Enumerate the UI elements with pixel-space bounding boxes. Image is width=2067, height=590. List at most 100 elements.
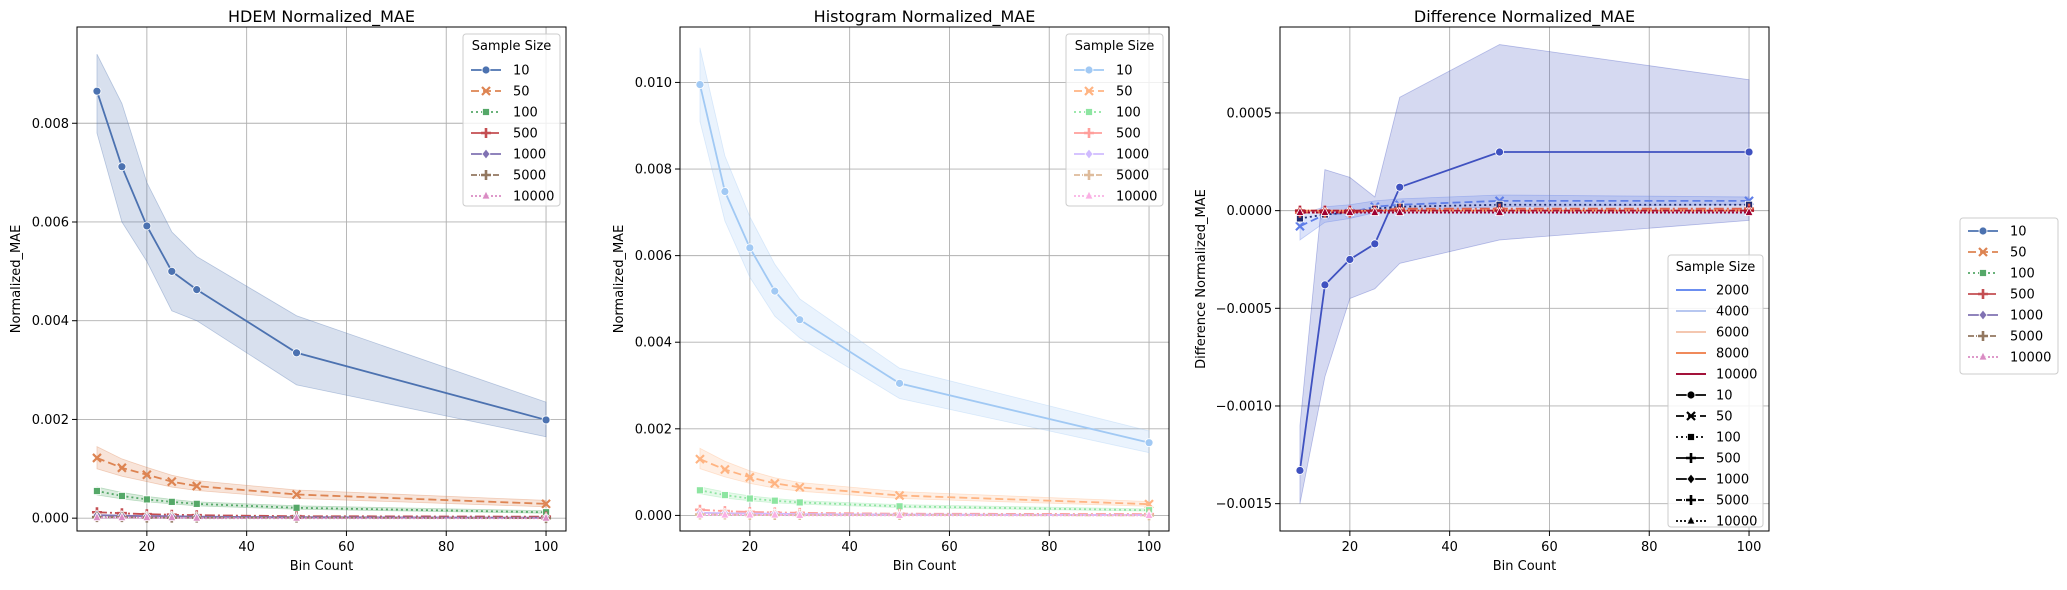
data-point — [1370, 239, 1380, 249]
outer-legend-marker — [1978, 331, 1988, 341]
data-point — [541, 499, 551, 509]
y-tick-label: 0.008 — [32, 117, 69, 132]
legend-marker — [481, 65, 491, 75]
y-tick-label: 0.004 — [32, 314, 69, 329]
confidence-band-10 — [1299, 44, 1750, 504]
legend-label-5000: 5000 — [1116, 169, 1149, 184]
x-tick-label: 80 — [1641, 540, 1658, 555]
outer-legend-label-10: 10 — [2010, 225, 2027, 240]
x-tick-label: 60 — [941, 540, 958, 555]
data-point — [695, 80, 705, 89]
data-point — [720, 509, 730, 519]
data-point — [770, 286, 780, 296]
legend-title: Sample Size — [1676, 260, 1756, 275]
legend-marker — [1084, 170, 1094, 180]
legend-marker — [481, 190, 491, 200]
axes-frame — [679, 26, 1170, 532]
x-tick-label: 40 — [841, 540, 858, 555]
data-point — [142, 221, 152, 231]
chart-title: Difference Normalized_MAE — [1414, 7, 1635, 27]
legend-marker — [1686, 515, 1696, 525]
data-point — [117, 511, 127, 522]
legend-label-50: 50 — [1116, 85, 1133, 100]
legend-frame — [1065, 33, 1164, 207]
data-point — [720, 464, 730, 475]
data-point — [1144, 509, 1154, 519]
legend-marker — [1686, 473, 1696, 485]
data-point — [696, 486, 704, 495]
legend-marker — [1084, 128, 1094, 138]
legend-marker — [1686, 495, 1696, 505]
x-tick-label: 100 — [534, 540, 559, 555]
legend-frame — [462, 33, 561, 207]
legend-marker — [481, 148, 491, 160]
data-point — [1395, 182, 1405, 192]
outer-legend-label-5000: 5000 — [2010, 330, 2043, 345]
y-tick-label: 0.0000 — [1227, 204, 1273, 219]
data-point — [1495, 147, 1504, 157]
legend-marker — [1686, 390, 1696, 400]
legend-label-10000: 10000 — [513, 190, 554, 205]
data-point — [93, 487, 101, 495]
data-point — [291, 489, 302, 500]
legend-label-10: 10 — [1116, 64, 1133, 79]
legend-label-style-5000: 5000 — [1716, 494, 1749, 509]
y-tick-label: 0.006 — [635, 249, 672, 264]
x-axis-label: Bin Count — [1493, 559, 1557, 574]
outer-legend-label-50: 50 — [2010, 246, 2027, 261]
data-point — [292, 503, 301, 512]
data-point — [770, 496, 779, 505]
data-point — [795, 498, 804, 507]
data-point — [191, 481, 202, 491]
y-axis-label: Normalized_MAE — [9, 225, 24, 334]
legend-marker — [481, 128, 491, 138]
legend-label-style-10000: 10000 — [1716, 515, 1757, 530]
x-tick-label: 80 — [438, 540, 455, 555]
data-point — [192, 285, 202, 295]
data-point — [894, 490, 905, 501]
legend-label-2000: 2000 — [1716, 284, 1749, 299]
legend-label-10000: 10000 — [1716, 368, 1757, 383]
y-tick-label: 0.008 — [635, 163, 672, 178]
data-point — [895, 378, 904, 388]
x-tick-label: 40 — [1441, 540, 1458, 555]
y-tick-label: 0.006 — [32, 215, 69, 230]
y-tick-label: 0.004 — [635, 336, 672, 351]
data-point — [167, 476, 177, 487]
data-point — [795, 315, 805, 325]
legend-label-8000: 8000 — [1716, 347, 1749, 362]
chart-3: 20 40 60 80 100 −0.0015 −0.0010 −0.0005 0.0000 0.… — [1194, 7, 1770, 574]
legend-marker — [1084, 148, 1094, 160]
outer-legend-marker — [1978, 309, 1988, 321]
data-point — [695, 454, 705, 464]
data-point — [1295, 221, 1305, 232]
y-tick-label: 0.0005 — [1227, 106, 1273, 121]
y-tick-label: 0.010 — [635, 76, 672, 91]
legend-marker — [1686, 453, 1696, 463]
legend: Sample Size 2000 4000 6000 8000 10000 10 50 100 5… — [1667, 254, 1764, 530]
data-point — [745, 509, 755, 519]
data-point — [1320, 206, 1330, 216]
data-point — [1494, 206, 1505, 216]
data-point — [118, 492, 126, 500]
data-point — [1744, 206, 1754, 216]
data-point — [1370, 206, 1380, 216]
x-tick-label: 60 — [338, 540, 355, 555]
legend-label-style-500: 500 — [1716, 452, 1741, 467]
outer-legend-marker — [1978, 226, 1988, 236]
x-axis-label: Bin Count — [893, 559, 957, 574]
legend-label-100: 100 — [513, 106, 538, 121]
legend-marker — [1084, 86, 1094, 96]
x-tick-label: 100 — [1737, 540, 1762, 555]
data-point — [745, 494, 754, 503]
legend-label-style-1000: 1000 — [1716, 473, 1749, 488]
chart-title: HDEM Normalized_MAE — [228, 7, 415, 27]
y-tick-label: 0.002 — [32, 413, 69, 428]
legend-title: Sample Size — [1075, 39, 1155, 54]
data-point — [1345, 255, 1355, 264]
data-point — [695, 509, 705, 519]
outer-legend-label-1000: 1000 — [2010, 309, 2043, 324]
data-point — [92, 511, 102, 522]
y-tick-label: 0.000 — [635, 509, 672, 524]
x-tick-label: 60 — [1541, 540, 1558, 555]
